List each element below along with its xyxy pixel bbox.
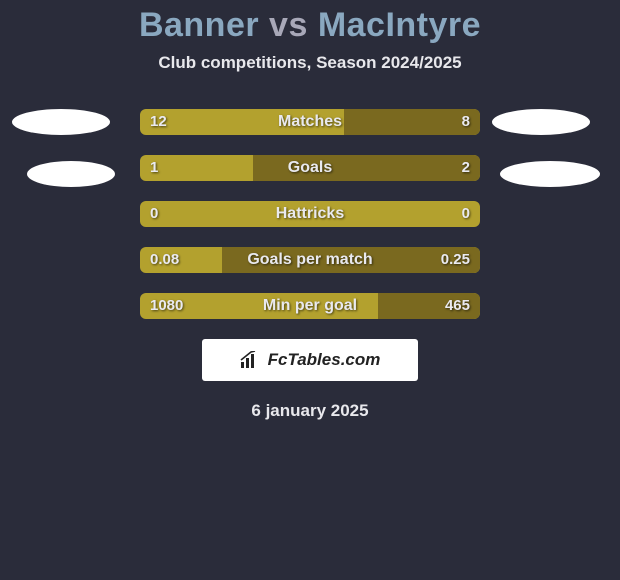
bar-right-fill bbox=[378, 293, 480, 319]
comparison-chart: 12 Matches 8 1 Goals 2 0 Hattricks 0 bbox=[0, 109, 620, 421]
stat-row-goals-per-match: 0.08 Goals per match 0.25 bbox=[0, 247, 620, 273]
bar-track bbox=[140, 293, 480, 319]
date-label: 6 january 2025 bbox=[0, 401, 620, 421]
page-title: Banner vs MacIntyre bbox=[0, 0, 620, 45]
stat-row-hattricks: 0 Hattricks 0 bbox=[0, 201, 620, 227]
title-vs: vs bbox=[269, 6, 308, 44]
bar-right-fill bbox=[344, 109, 480, 135]
bar-right-fill bbox=[253, 155, 480, 181]
stat-row-min-per-goal: 1080 Min per goal 465 bbox=[0, 293, 620, 319]
bar-chart-icon bbox=[240, 351, 262, 369]
title-player2: MacIntyre bbox=[318, 6, 481, 44]
bar-track bbox=[140, 155, 480, 181]
page-root: Banner vs MacIntyre Club competitions, S… bbox=[0, 0, 620, 580]
bar-right-fill bbox=[222, 247, 480, 273]
source-badge[interactable]: FcTables.com bbox=[202, 339, 418, 381]
source-badge-text: FcTables.com bbox=[268, 350, 381, 370]
bar-track bbox=[140, 247, 480, 273]
title-player1: Banner bbox=[139, 6, 259, 44]
subtitle: Club competitions, Season 2024/2025 bbox=[0, 53, 620, 73]
bar-track bbox=[140, 201, 480, 227]
stat-row-goals: 1 Goals 2 bbox=[0, 155, 620, 181]
bar-track bbox=[140, 109, 480, 135]
stat-row-matches: 12 Matches 8 bbox=[0, 109, 620, 135]
